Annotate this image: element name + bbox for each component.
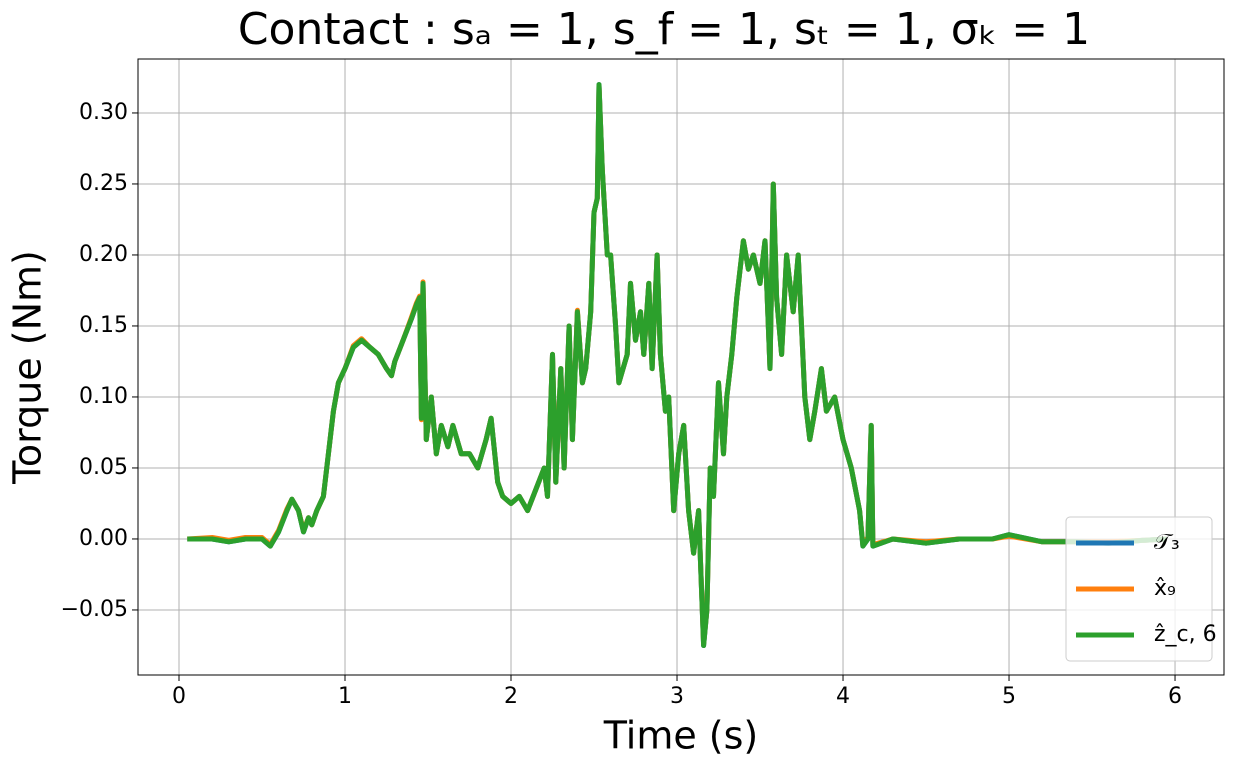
x-tick-label: 5 (1002, 684, 1016, 709)
legend-box (1065, 516, 1213, 662)
y-tick-label: 0.05 (79, 455, 128, 480)
y-tick-label: 0.30 (79, 100, 128, 125)
chart-title: Contact : sₐ = 1, s_f = 1, sₜ = 1, σₖ = … (238, 4, 1090, 55)
x-tick-label: 6 (1168, 684, 1182, 709)
x-tick-label: 1 (338, 684, 352, 709)
y-axis-label: Torque (Nm) (6, 250, 50, 485)
y-tick-label: 0.10 (79, 384, 128, 409)
x-tick-label: 2 (504, 684, 518, 709)
data-line (187, 82, 1167, 648)
x-tick-label: 3 (670, 684, 684, 709)
y-tick-label: −0.05 (61, 597, 128, 622)
y-tick-label: 0.25 (79, 171, 128, 196)
legend: 𝒯₃ x̂₉ ẑ_c, 6 (1065, 516, 1217, 662)
plot-frame (137, 58, 1225, 676)
legend-label: x̂₉ (1154, 576, 1176, 601)
x-tick-label: 4 (836, 684, 850, 709)
x-tick-label: 0 (172, 684, 186, 709)
legend-label: ẑ_c, 6 (1154, 622, 1217, 647)
y-tick-label: 0.20 (79, 242, 128, 267)
x-axis-label: Time (s) (603, 714, 759, 758)
legend-label: 𝒯₃ (1154, 530, 1180, 555)
y-tick-label: 0.00 (79, 526, 128, 551)
y-tick-label: 0.15 (79, 313, 128, 338)
